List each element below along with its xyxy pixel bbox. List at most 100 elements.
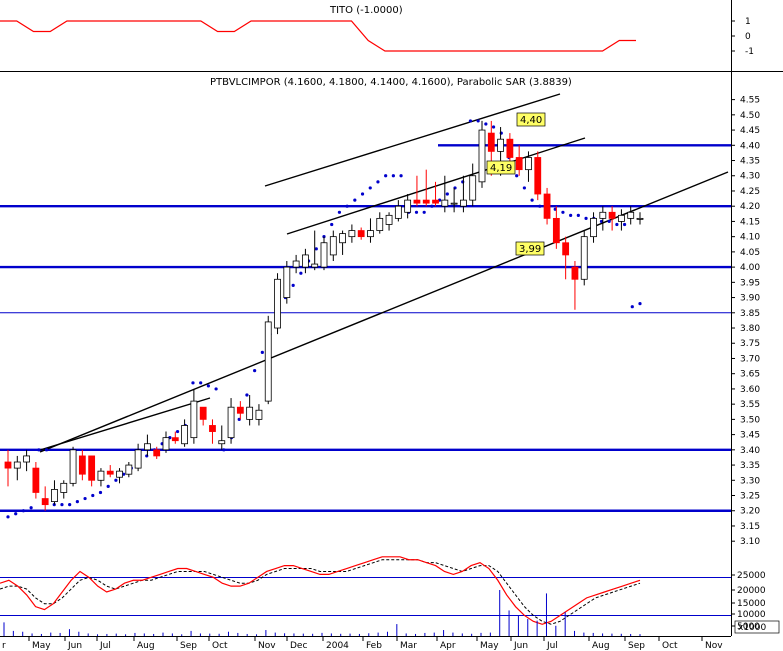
sar-dot	[468, 119, 473, 123]
candle-body	[627, 211, 635, 219]
sar-dot	[299, 271, 303, 275]
candle-body	[125, 464, 133, 475]
sar-dot	[199, 381, 203, 385]
candle-body	[144, 443, 151, 451]
sar-dot	[314, 247, 318, 251]
price-tick-label: 3.65	[740, 370, 760, 380]
sar-dot	[29, 506, 33, 510]
candle-body	[432, 199, 439, 204]
sar-dot	[445, 192, 449, 196]
price-tick-label: 4.00	[740, 263, 760, 273]
sar-dot	[114, 478, 118, 482]
candle-body	[171, 437, 179, 442]
sar-dot	[422, 210, 426, 214]
candle-body	[116, 470, 123, 478]
indicator-line-group	[0, 20, 636, 52]
candle-body	[32, 467, 40, 493]
time-tick-label: Oct	[662, 641, 678, 651]
time-tick-label: Mar	[400, 641, 417, 651]
candle-body	[227, 406, 235, 439]
time-tick-label: Aug	[137, 641, 155, 651]
price-title: PTBVLCIMPOR (4.1600, 4.1800, 4.1400, 4.1…	[210, 77, 572, 88]
price-callout-label: 3,99	[519, 244, 541, 255]
indicator-label: TITO (-1.0000)	[329, 5, 403, 16]
candle-body	[218, 440, 226, 445]
price-callout-label: 4,40	[520, 115, 542, 126]
candle-body	[580, 236, 588, 280]
volume-tick-label: 20000	[737, 586, 766, 596]
sar-dot	[222, 448, 226, 452]
price-tick-label: 3.10	[740, 537, 760, 547]
candle-body	[199, 406, 207, 420]
candle-body	[376, 217, 384, 231]
volume-tick-label: 25000	[737, 571, 766, 581]
sar-dot	[214, 387, 218, 391]
price-callout-box	[486, 160, 516, 175]
price-tick-label: 3.95	[740, 278, 760, 288]
candle-body	[162, 437, 170, 451]
candle-body	[97, 470, 105, 481]
time-axis: r May Jun Jul Aug Sep Oct Nov Dec 2004 Feb Mar Apr Ma…	[2, 636, 723, 651]
price-callout-label: 4,19	[490, 163, 512, 174]
volume-tick-label: 10000	[737, 610, 766, 620]
price-tick-label: 3.25	[740, 492, 760, 502]
sar-dot	[399, 174, 403, 178]
price-tick-label: 3.35	[740, 461, 760, 471]
price-tick-label: 4.45	[740, 126, 760, 136]
candle-body	[552, 217, 560, 244]
indicator-tick-label: -1	[745, 47, 754, 57]
sar-dot	[376, 180, 380, 184]
candle-body	[599, 211, 607, 219]
sar-dot	[576, 213, 580, 217]
price-callout-box	[516, 112, 546, 127]
sar-dot	[584, 216, 588, 220]
price-tick-label: 3.70	[740, 354, 760, 364]
sar-dot	[430, 204, 434, 208]
volume-tick-label: 15000	[737, 599, 766, 609]
sar-dot	[14, 512, 18, 516]
candle-body	[106, 470, 114, 475]
candle-body	[78, 455, 86, 475]
candle-body	[422, 199, 430, 204]
sar-dot	[360, 192, 365, 196]
candle-body	[292, 260, 300, 268]
oscillator-line	[0, 556, 641, 625]
candle-body	[41, 498, 49, 506]
candle-body	[339, 233, 346, 244]
sar-dot	[522, 186, 526, 190]
indicator-tick-label: 0	[745, 32, 751, 42]
candle-body	[450, 202, 458, 205]
sar-dot	[60, 503, 64, 507]
price-tick-label: 4.10	[740, 233, 760, 243]
sar-dot	[368, 186, 372, 190]
sar-dots	[6, 119, 642, 519]
sar-dot	[414, 210, 419, 214]
time-tick-label: Jul	[99, 641, 111, 651]
candle-body	[134, 449, 142, 469]
indicator-tick-label: 1	[745, 17, 751, 27]
candle-body	[543, 193, 551, 219]
channel-upper-line	[264, 93, 561, 187]
sar-dot	[638, 302, 642, 306]
sar-dot	[538, 204, 542, 208]
sar-dot	[191, 381, 195, 385]
sar-dot	[175, 429, 180, 434]
sar-dot	[75, 500, 79, 504]
price-tick-label: 4.55	[740, 96, 760, 106]
oscillator-signal-line	[0, 559, 641, 625]
sar-dot	[91, 493, 95, 498]
sar-dot	[491, 125, 496, 129]
time-tick-label: Jun	[513, 641, 528, 651]
price-tick-label: 3.80	[740, 324, 760, 334]
price-tick-label: 3.20	[740, 507, 760, 517]
sar-dot	[37, 448, 41, 452]
candle-body	[367, 230, 374, 238]
time-tick-label: May	[480, 641, 499, 651]
price-ticks: 4.55 4.50 4.45 4.40 4.35 4.30 4.25 4.20 4.15 4.10…	[731, 96, 760, 547]
candles	[4, 120, 644, 511]
candle-body	[534, 157, 542, 195]
sar-dot	[515, 174, 519, 178]
candle-body	[4, 461, 12, 469]
sar-dot	[615, 222, 619, 227]
